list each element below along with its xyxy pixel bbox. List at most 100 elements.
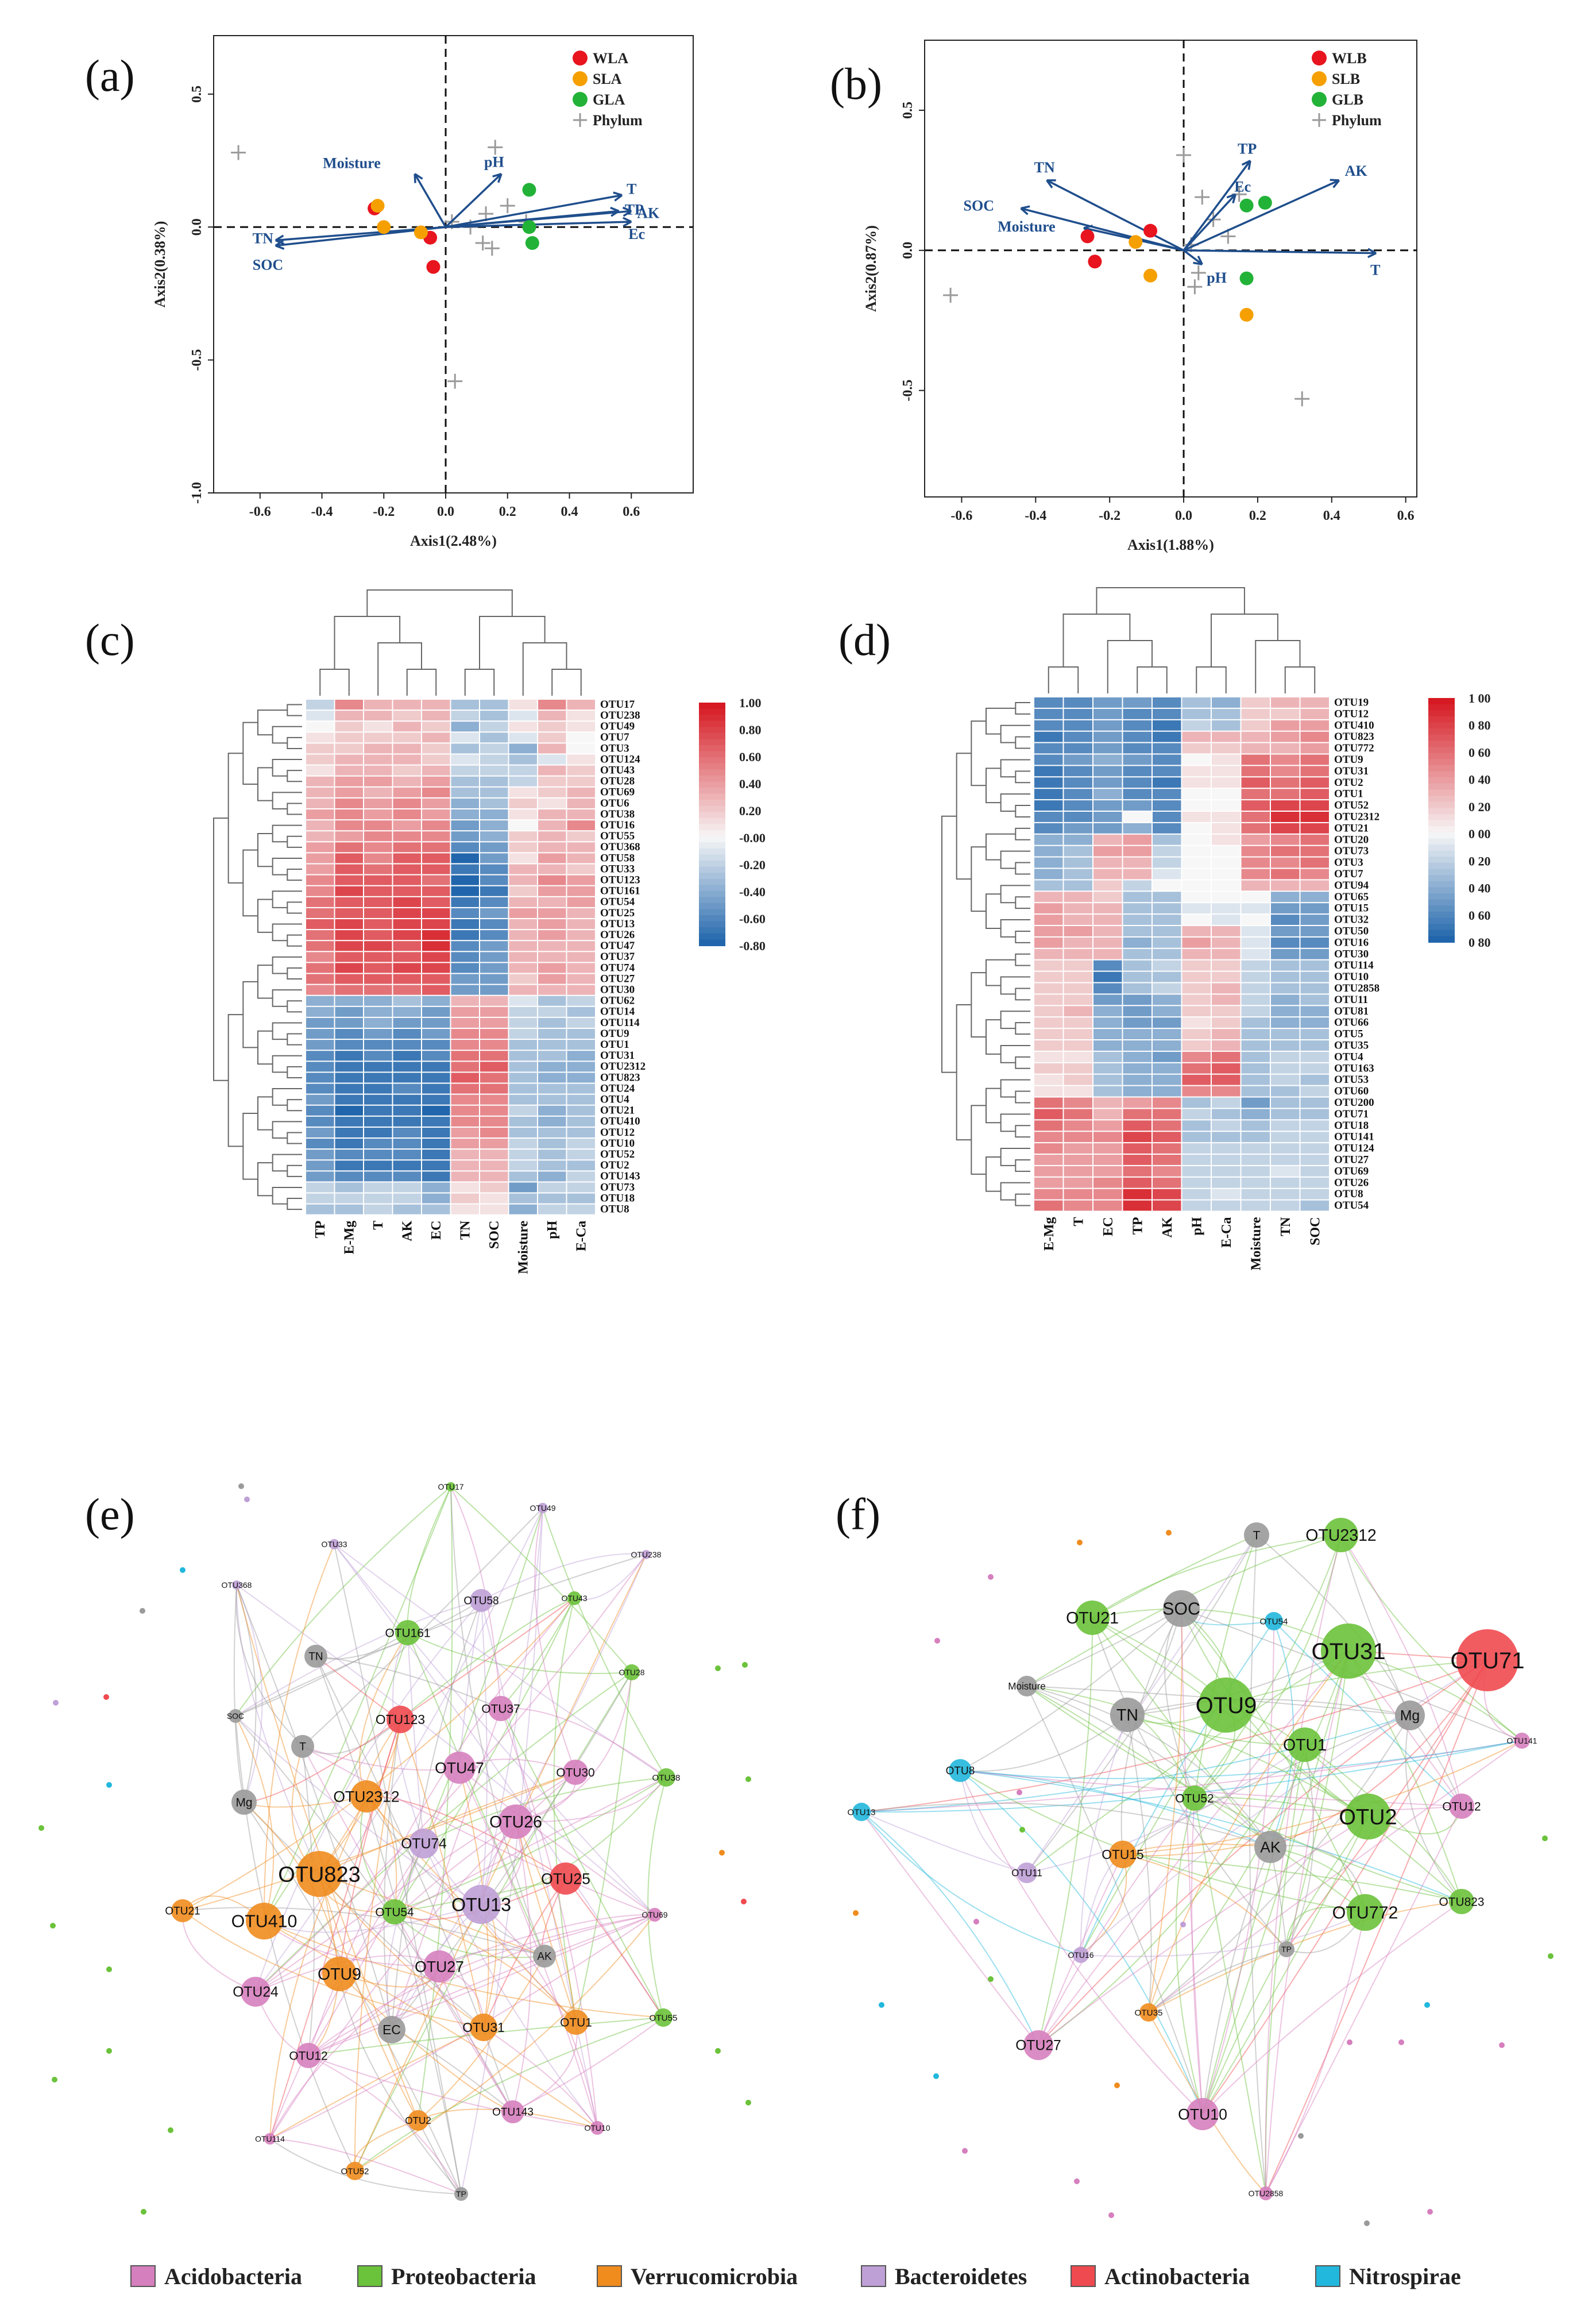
heatmap-cell bbox=[1064, 1074, 1092, 1085]
heatmap-cell bbox=[393, 1073, 421, 1083]
heatmap-cell bbox=[393, 1105, 421, 1116]
heatmap-cell bbox=[1300, 926, 1329, 936]
heatmap-cell bbox=[1093, 1200, 1122, 1211]
heatmap-cell bbox=[567, 985, 595, 995]
heatmap-cell bbox=[422, 831, 450, 842]
heatmap-cell bbox=[480, 787, 508, 797]
row-label: OTU1 bbox=[1334, 788, 1363, 800]
heatmap-cell bbox=[451, 820, 479, 831]
heatmap-cell bbox=[1241, 1109, 1270, 1120]
heatmap-cell bbox=[509, 853, 537, 863]
heatmap-cell bbox=[306, 952, 334, 962]
network-node-label: OTU58 bbox=[463, 1595, 498, 1607]
dendrogram-branch bbox=[287, 1099, 302, 1112]
heatmap-cell bbox=[364, 1139, 392, 1149]
colorbar-segment bbox=[1428, 826, 1455, 833]
heatmap-cell bbox=[1064, 1109, 1092, 1120]
network-node-label: OTU31 bbox=[1312, 1639, 1386, 1664]
heatmap-cell bbox=[393, 1040, 421, 1050]
network-edge bbox=[366, 1796, 577, 2023]
colorbar-label: -0.80 bbox=[739, 939, 766, 953]
heatmap-cell bbox=[393, 711, 421, 721]
heatmap-cell bbox=[567, 1029, 595, 1039]
y-axis-title: Axis2(0.87%) bbox=[863, 225, 879, 312]
heatmap-cell bbox=[306, 875, 334, 885]
phylum-legend: Acidobacteria Proteobacteria Verrucomicrob… bbox=[130, 2263, 1461, 2289]
heatmap-cell bbox=[306, 1160, 334, 1171]
colorbar-segment bbox=[699, 703, 725, 709]
network-node-label: OTU2312 bbox=[1305, 1526, 1377, 1545]
network-edge bbox=[1026, 1686, 1366, 1913]
network-node-label: OTU8 bbox=[946, 1765, 975, 1777]
heatmap-cell bbox=[451, 732, 479, 743]
heatmap-cell bbox=[1064, 789, 1092, 800]
heatmap-cell bbox=[451, 974, 479, 984]
colorbar-segment bbox=[699, 860, 725, 867]
heatmap-cell bbox=[306, 1116, 334, 1127]
heatmap-cell bbox=[567, 1006, 595, 1017]
heatmap-cell bbox=[1064, 857, 1092, 868]
network-edge bbox=[394, 1507, 543, 1912]
network-node bbox=[470, 2014, 497, 2041]
network-edge bbox=[255, 1772, 576, 1992]
heatmap-cell bbox=[538, 700, 566, 710]
colorbar-label: 0 60 bbox=[1469, 908, 1491, 923]
heatmap-cell bbox=[509, 1029, 537, 1039]
legend-marker bbox=[1312, 71, 1327, 86]
network-node-label: OTU71 bbox=[1451, 1648, 1525, 1673]
network-minor-node bbox=[988, 1574, 994, 1580]
vector-arrow bbox=[1182, 160, 1251, 251]
network-node bbox=[446, 1482, 455, 1491]
network-node bbox=[563, 2010, 589, 2035]
colorbar-segment bbox=[1428, 930, 1455, 937]
heatmap-cell bbox=[1093, 777, 1122, 788]
row-label: OTU50 bbox=[1334, 925, 1369, 938]
network-minor-node bbox=[140, 1608, 145, 1614]
network-node-label: OTU1 bbox=[560, 2016, 592, 2029]
heatmap-cell bbox=[1212, 789, 1241, 800]
heatmap-cell bbox=[335, 1083, 363, 1094]
heatmap-cell bbox=[1212, 800, 1241, 811]
network-edge bbox=[386, 1843, 424, 2030]
colorbar-segment bbox=[699, 715, 725, 722]
network-edge bbox=[861, 1740, 1522, 1813]
network-minor-node bbox=[180, 1567, 186, 1573]
heatmap-cell bbox=[1123, 1120, 1151, 1131]
network-node bbox=[1244, 1522, 1269, 1548]
heatmap-cell bbox=[509, 798, 537, 808]
heatmap-cell bbox=[364, 1051, 392, 1061]
heatmap-cell bbox=[567, 1193, 595, 1204]
network-edge bbox=[264, 1920, 664, 2018]
heatmap-cell bbox=[1064, 1200, 1092, 1211]
heatmap-cell bbox=[451, 985, 479, 995]
heatmap-cell bbox=[393, 1006, 421, 1017]
sample-point bbox=[1143, 223, 1158, 238]
heatmap-cell bbox=[393, 700, 421, 710]
heatmap-cell bbox=[1093, 1189, 1122, 1200]
heatmap-cell bbox=[567, 842, 595, 853]
heatmap-cell bbox=[1271, 1120, 1300, 1131]
heatmap-cell bbox=[451, 1139, 479, 1149]
network-node bbox=[533, 1945, 556, 1968]
heatmap-cell bbox=[1241, 1074, 1270, 1085]
row-label: OTU37 bbox=[600, 951, 635, 963]
heatmap-cell bbox=[1182, 800, 1211, 811]
y-tick-label: -1.0 bbox=[190, 482, 204, 504]
heatmap-cell bbox=[364, 1040, 392, 1050]
row-label: OTU69 bbox=[1334, 1165, 1369, 1177]
colorbar-segment bbox=[1428, 759, 1455, 766]
network-edge bbox=[439, 1914, 655, 1967]
heatmap-cell bbox=[509, 743, 537, 754]
heatmap-cell bbox=[364, 1182, 392, 1193]
heatmap-cell bbox=[393, 875, 421, 885]
network-edge bbox=[366, 1795, 566, 1879]
heatmap-cell bbox=[393, 1062, 421, 1072]
heatmap-cell bbox=[1182, 720, 1211, 731]
vector-label: TP bbox=[1238, 141, 1257, 157]
heatmap-cell bbox=[306, 1204, 334, 1214]
row-label: OTU410 bbox=[600, 1116, 640, 1128]
heatmap-cell bbox=[335, 831, 363, 842]
heatmap-cell bbox=[1123, 857, 1151, 868]
heatmap-cell bbox=[393, 853, 421, 863]
row-label: OTU163 bbox=[1334, 1062, 1374, 1074]
